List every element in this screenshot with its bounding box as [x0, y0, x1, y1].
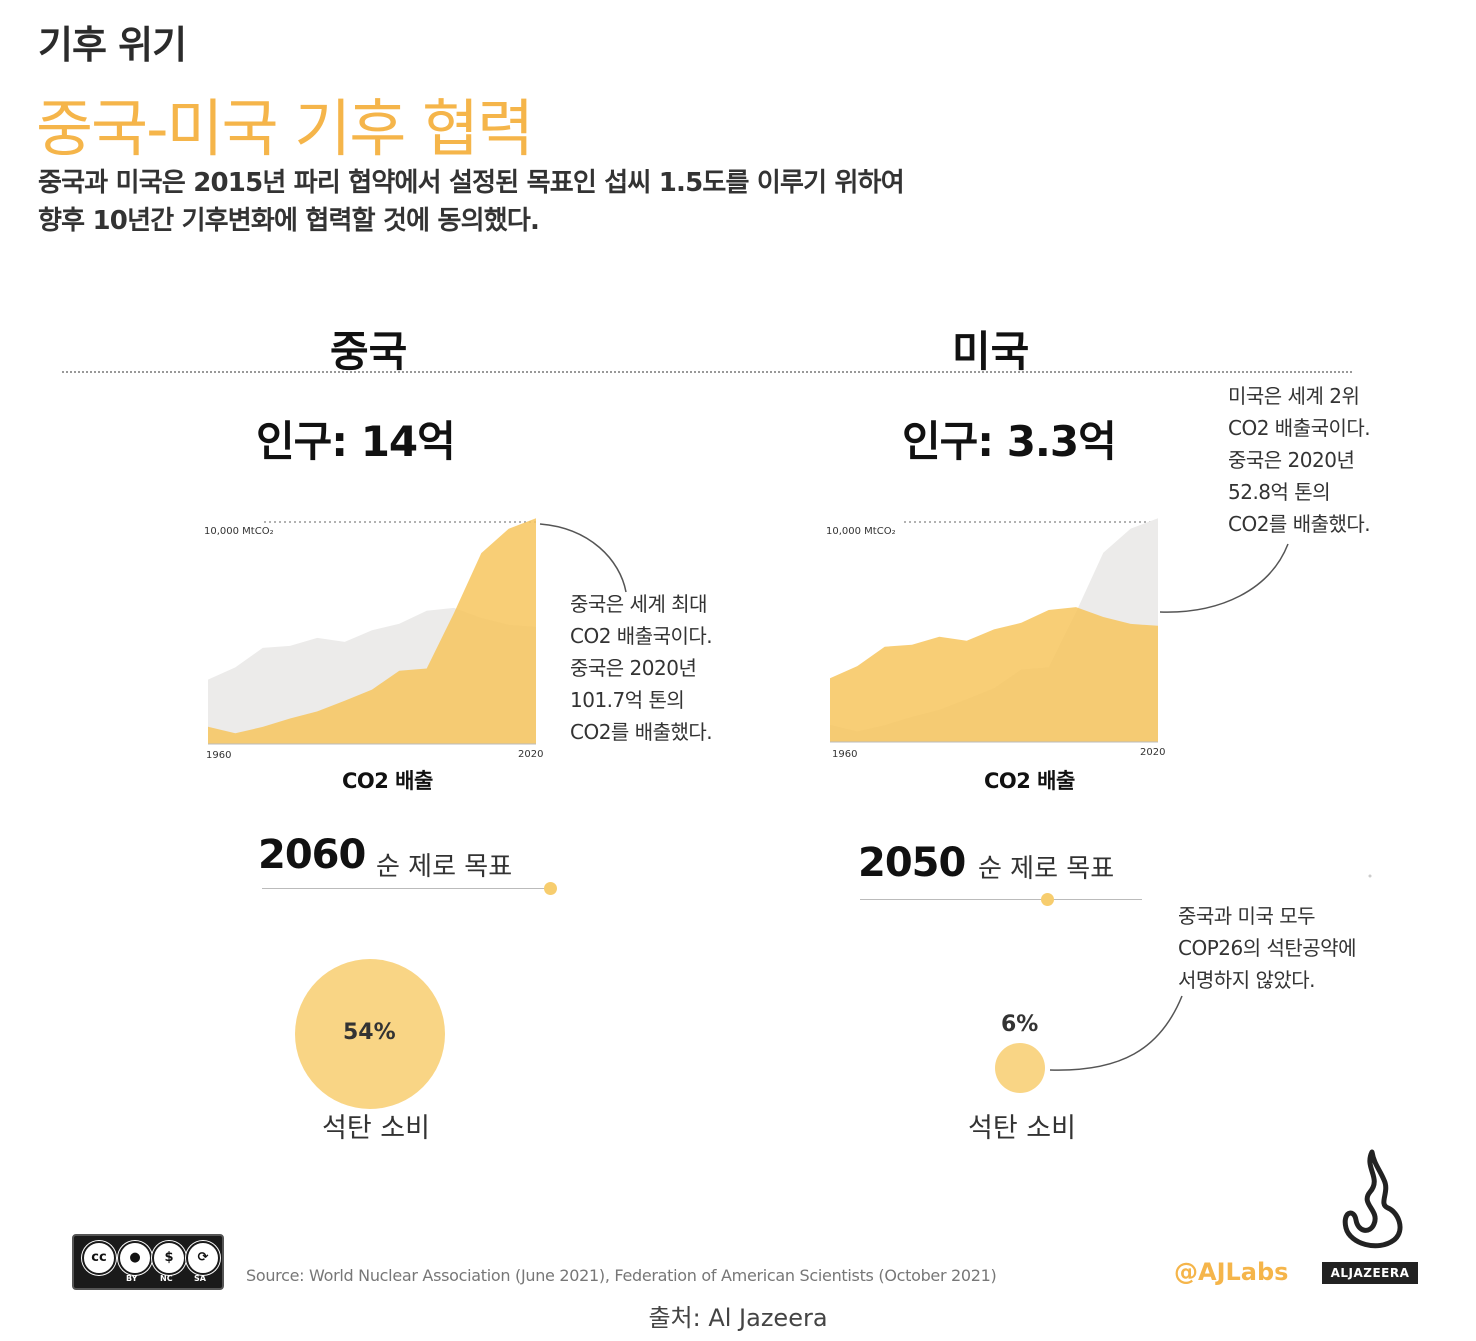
chart-unit-label: 10,000 MtCO₂: [826, 526, 896, 537]
china-note-line: CO2 배출국이다.: [570, 624, 713, 648]
china-note-line: 101.7억 톤의: [570, 688, 685, 712]
china-coal-label: 석탄 소비: [322, 1113, 430, 1144]
china-goal-year: 2060: [258, 832, 366, 878]
usa-goal-line: [860, 899, 1142, 900]
subtitle-line-2: 향후 10년간 기후변화에 협력할 것에 동의했다.: [38, 206, 540, 236]
usa-goal-text: 순 제로 목표: [978, 854, 1115, 884]
china-goal-text: 순 제로 목표: [376, 852, 513, 882]
china-goal-dot: [544, 882, 557, 895]
cc-nc-label: NC: [160, 1274, 173, 1283]
subtitle-line-1: 중국과 미국은 2015년 파리 협약에서 설정된 목표인 섭씨 1.5도를 이…: [38, 168, 905, 198]
cc-sa-label: SA: [194, 1274, 206, 1283]
usa-co2-chart: 10,000 MtCO₂ 1960 2020: [826, 518, 1165, 760]
kicker: 기후 위기: [38, 23, 187, 67]
usa-chart-xlabel: CO2 배출: [984, 769, 1075, 793]
sa-icon: ⟳: [186, 1241, 220, 1275]
usa-note: 미국은 세계 2위 CO2 배출국이다. 중국은 2020년 52.8억 톤의 …: [1228, 380, 1371, 540]
x-tick-1960: 1960: [832, 749, 857, 760]
aljazeera-logo-icon: [1342, 1149, 1403, 1249]
chart-area-china: [208, 518, 536, 744]
chart-area-usa: [830, 607, 1158, 742]
stray-dot: [1368, 874, 1372, 878]
cc-license-badge: cc ● $ ⟳ BY NC SA: [72, 1234, 224, 1290]
chart-unit-label: 10,000 MtCO₂: [204, 526, 274, 537]
china-coal-pct: 54%: [343, 1020, 396, 1045]
nc-icon: $: [152, 1241, 186, 1275]
china-note-line: 중국은 세계 최대: [570, 592, 708, 616]
usa-note-line: 52.8억 톤의: [1228, 480, 1331, 504]
usa-population: 인구: 3.3억: [902, 417, 1117, 466]
section-divider: [62, 371, 1352, 373]
x-tick-1960: 1960: [206, 750, 231, 761]
usa-coal-label: 석탄 소비: [968, 1113, 1076, 1144]
cop26-note: 중국과 미국 모두 COP26의 석탄공약에 서명하지 않았다.: [1178, 900, 1356, 996]
cc-icon: cc: [82, 1241, 116, 1275]
subtitle: 중국과 미국은 2015년 파리 협약에서 설정된 목표인 섭씨 1.5도를 이…: [38, 164, 1038, 240]
page-title: 중국-미국 기후 협력: [36, 92, 534, 165]
usa-goal-year: 2050: [858, 840, 966, 886]
china-chart-xlabel: CO2 배출: [342, 769, 433, 793]
cop26-note-line: 중국과 미국 모두: [1178, 904, 1316, 928]
china-note: 중국은 세계 최대 CO2 배출국이다. 중국은 2020년 101.7억 톤의…: [570, 588, 713, 748]
china-note-line: 중국은 2020년: [570, 656, 697, 680]
usa-goal-dot: [1041, 893, 1054, 906]
cop26-note-line: 서명하지 않았다.: [1178, 968, 1316, 992]
china-population: 인구: 14억: [256, 417, 456, 466]
china-co2-chart: 10,000 MtCO₂ 1960 2020: [204, 518, 543, 761]
aljazeera-calligraphy: [1342, 1149, 1403, 1249]
by-icon: ●: [118, 1241, 152, 1275]
credit-line: 출처: Al Jazeera: [648, 1304, 828, 1332]
china-note-line: CO2를 배출했다.: [570, 720, 713, 744]
china-goal-line: [262, 888, 550, 889]
source-note: Source: World Nuclear Association (June …: [246, 1266, 997, 1285]
usa-note-line: CO2 배출국이다.: [1228, 416, 1371, 440]
usa-note-line: 미국은 세계 2위: [1228, 384, 1360, 408]
ajlabs-handle: @AJLabs: [1174, 1258, 1289, 1286]
x-tick-2020: 2020: [518, 749, 543, 760]
cop26-callout-line: [1049, 995, 1183, 1071]
usa-heading: 미국: [952, 327, 1030, 376]
x-tick-2020: 2020: [1140, 747, 1165, 758]
china-coal-circle: [295, 959, 445, 1109]
cc-by-label: BY: [126, 1274, 138, 1283]
usa-coal-circle: [995, 1043, 1045, 1093]
usa-coal-pct: 6%: [1001, 1012, 1039, 1037]
aljazeera-wordmark: ALJAZEERA: [1322, 1262, 1418, 1284]
usa-note-line: 중국은 2020년: [1228, 448, 1355, 472]
china-callout-line: [539, 523, 627, 593]
cop26-note-line: COP26의 석탄공약에: [1178, 936, 1356, 960]
china-heading: 중국: [330, 327, 408, 376]
usa-note-line: CO2를 배출했다.: [1228, 512, 1371, 536]
usa-callout-line: [1159, 543, 1289, 613]
